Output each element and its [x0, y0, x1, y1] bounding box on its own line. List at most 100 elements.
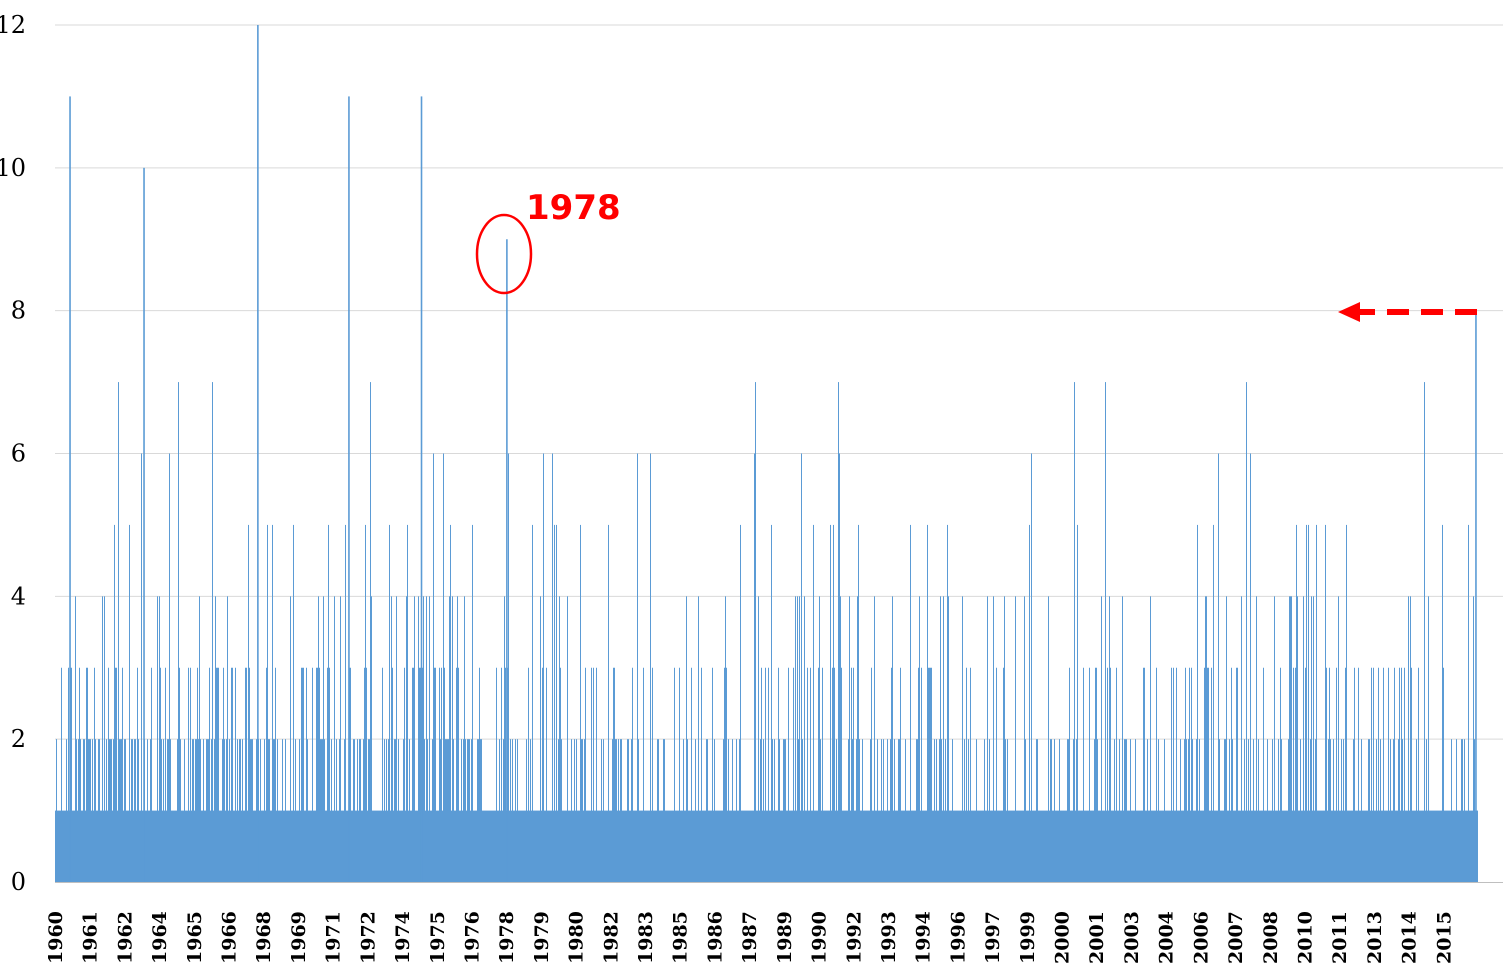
bar [327, 667, 328, 882]
bar [168, 739, 169, 882]
bar [976, 739, 977, 882]
bar [382, 667, 383, 882]
bar [88, 739, 89, 882]
bar [707, 739, 708, 882]
bar [306, 667, 307, 882]
bar [499, 739, 500, 882]
bar [891, 667, 892, 882]
bar [256, 739, 257, 882]
bar [389, 524, 390, 882]
bar [899, 739, 900, 882]
bar [554, 524, 555, 882]
bar [1281, 739, 1282, 882]
bar [894, 739, 895, 882]
x-tick-label: 1983 [635, 911, 657, 964]
bar [1456, 739, 1457, 882]
bar [78, 739, 79, 882]
bar [448, 739, 449, 882]
bar [440, 739, 441, 882]
bar [1390, 739, 1391, 882]
bar [1353, 739, 1354, 882]
bar [1378, 667, 1379, 882]
bar [1109, 596, 1110, 882]
bar [1196, 739, 1197, 882]
x-tick-label: 1993 [878, 911, 900, 964]
bar [900, 667, 901, 882]
bar [928, 667, 929, 882]
bar [1263, 667, 1264, 882]
bar [178, 382, 179, 882]
bar [1404, 667, 1405, 882]
bar [1399, 667, 1400, 882]
bar [839, 453, 840, 882]
bar [643, 667, 644, 882]
bar [426, 596, 427, 882]
bar [1394, 667, 1395, 882]
bar [1451, 739, 1452, 882]
bar [468, 739, 469, 882]
bar [1015, 596, 1016, 882]
bar [1300, 739, 1301, 882]
bar [1207, 667, 1208, 882]
bar [1173, 667, 1174, 882]
bar [441, 667, 442, 882]
bar [86, 667, 87, 882]
x-tick-label: 1978 [496, 911, 518, 964]
bar [359, 739, 360, 882]
bar [129, 524, 130, 882]
bar [1156, 667, 1157, 882]
bar [712, 667, 713, 882]
bar [218, 667, 219, 882]
bar [339, 739, 340, 882]
bar [1124, 739, 1125, 882]
bar [319, 667, 320, 882]
bar [1373, 667, 1374, 882]
bar [540, 596, 541, 882]
bar [663, 739, 664, 882]
bar [510, 739, 511, 882]
bar [851, 667, 852, 882]
bar [449, 596, 450, 882]
bar [968, 739, 969, 882]
bar [223, 667, 224, 882]
bar [1410, 596, 1411, 882]
bar [312, 667, 313, 882]
bar [760, 739, 761, 882]
bar [504, 596, 505, 882]
bar [940, 596, 941, 882]
bar [517, 739, 518, 882]
x-tick-label: 2014 [1399, 911, 1421, 964]
bar [1051, 739, 1052, 882]
spike-bar [420, 96, 423, 882]
bar [432, 739, 433, 882]
annotations: 1978 [475, 188, 1477, 322]
bar [1192, 739, 1193, 882]
x-tick-label: 1979 [531, 911, 553, 964]
bar [209, 667, 210, 882]
bar [543, 453, 544, 882]
bar [365, 524, 366, 882]
bar [528, 667, 529, 882]
bar [1150, 596, 1151, 882]
bar [877, 739, 878, 882]
bar [726, 667, 727, 882]
x-tick-label: 1994 [913, 911, 935, 964]
bar [1418, 667, 1419, 882]
x-tick-label: 2013 [1364, 911, 1386, 964]
bar [1199, 739, 1200, 882]
bar [1024, 596, 1025, 882]
bar [620, 739, 621, 882]
bar [1077, 524, 1078, 882]
bar [179, 667, 180, 882]
bar [601, 739, 602, 882]
bar [603, 739, 604, 882]
bar [245, 667, 246, 882]
bar [354, 739, 355, 882]
bar [1025, 739, 1026, 882]
bar [765, 667, 766, 882]
bar [674, 667, 675, 882]
bar [695, 739, 696, 882]
bar [929, 667, 930, 882]
bar [1158, 739, 1159, 882]
